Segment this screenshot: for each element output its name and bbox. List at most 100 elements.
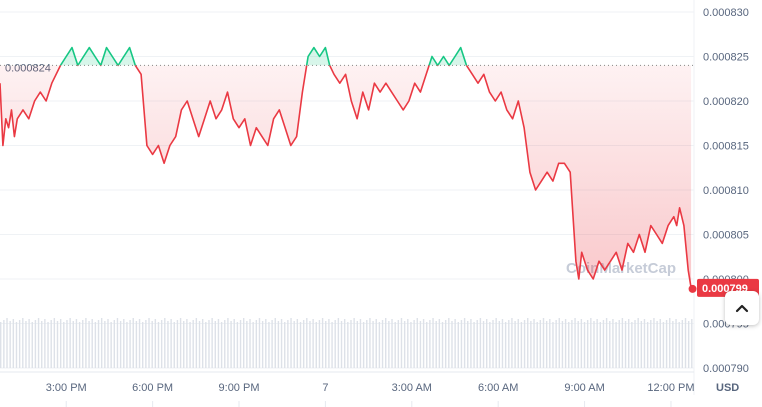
volume-bar (545, 321, 548, 368)
volume-bar (315, 322, 317, 368)
volume-bar (265, 319, 267, 368)
volume-bar (135, 321, 138, 368)
volume-bar (539, 320, 542, 368)
volume-bar (514, 321, 516, 368)
expand-chart-button[interactable] (725, 291, 759, 325)
volume-bar (350, 320, 352, 368)
x-tick-label: 6:00 PM (132, 382, 173, 394)
volume-bar (650, 320, 652, 368)
volume-bar (362, 322, 365, 368)
volume-bar (299, 322, 302, 368)
volume-bar (457, 322, 459, 368)
volume-bar (391, 319, 393, 368)
volume-bar (246, 321, 248, 368)
volume-bar (198, 321, 201, 368)
volume-bar (596, 319, 598, 368)
volume-bar (167, 321, 169, 368)
y-tick-label: 0.000825 (703, 52, 749, 64)
volume-bar (331, 322, 333, 368)
grid-lines (0, 0, 695, 395)
volume-bar (94, 322, 97, 368)
volume-bar (618, 320, 620, 368)
volume-bar (656, 321, 658, 368)
volume-bar (672, 321, 674, 368)
volume-bar (183, 321, 185, 368)
volume-bar (492, 320, 494, 368)
volume-bar (429, 320, 431, 368)
volume-bar (25, 321, 27, 368)
currency-unit-label: USD (716, 382, 739, 394)
volume-bar (643, 319, 646, 368)
volume-bar (252, 322, 254, 368)
volume-bar (107, 319, 109, 368)
volume-bar (211, 318, 213, 368)
volume-bar (97, 320, 100, 368)
volume-bar (148, 318, 150, 368)
volume-bar (498, 321, 501, 368)
volume-bar (129, 320, 131, 368)
volume-bar (624, 321, 627, 368)
volume-bar (403, 321, 406, 368)
volume-bar (296, 319, 299, 368)
volume-bar (220, 322, 223, 368)
volume-bar (407, 319, 409, 368)
volume-bar (561, 321, 564, 368)
volume-bar (151, 321, 153, 368)
volume-bar (302, 320, 305, 368)
y-tick-label: 0.000820 (703, 96, 749, 108)
volume-bar (605, 318, 608, 368)
volume-bar (615, 322, 617, 368)
volume-bar (110, 322, 112, 368)
volume-bar (681, 320, 684, 368)
volume-bars (0, 318, 693, 368)
volume-bar (22, 318, 24, 368)
volume-bar (176, 320, 179, 368)
volume-bar (88, 321, 90, 368)
volume-bar (574, 318, 576, 368)
volume-bar (684, 318, 687, 368)
volume-bar (312, 319, 314, 368)
x-tick-label: 6:00 AM (478, 382, 518, 394)
volume-bar (530, 321, 532, 368)
volume-bar (15, 322, 18, 368)
price-line-down (0, 65, 692, 289)
volume-bar (63, 322, 65, 368)
volume-bar (482, 321, 485, 368)
volume-bar (306, 318, 308, 368)
volume-bar (438, 319, 441, 368)
volume-bar (217, 319, 220, 368)
volume-bar (583, 322, 586, 368)
volume-bar (104, 321, 106, 368)
volume-bar (123, 319, 125, 368)
volume-bar (388, 321, 390, 368)
volume-bar (653, 318, 655, 368)
volume-bar (580, 319, 583, 368)
volume-bar (261, 321, 264, 368)
volume-bar (69, 318, 71, 368)
volume-bar (66, 320, 68, 368)
volume-bar (366, 320, 368, 368)
volume-bar (186, 319, 188, 368)
volume-bar (145, 320, 147, 368)
volume-bar (495, 318, 497, 368)
volume-bar (37, 318, 40, 368)
y-tick-label: 0.000810 (703, 185, 749, 197)
x-tick-label: 7 (322, 382, 328, 394)
volume-bar (6, 318, 8, 368)
volume-bar (381, 320, 384, 368)
volume-bar (236, 322, 239, 368)
area-below-reference (0, 65, 692, 288)
volume-bar (157, 322, 160, 368)
volume-bar (552, 322, 554, 368)
volume-bar (463, 318, 466, 368)
volume-bar (0, 322, 2, 368)
volume-bar (422, 319, 425, 368)
x-tick-label: 3:00 AM (392, 382, 432, 394)
volume-bar (189, 322, 191, 368)
volume-bar (432, 318, 434, 368)
volume-bar (609, 321, 611, 368)
volume-bar (347, 322, 349, 368)
volume-bar (410, 322, 412, 368)
volume-bar (558, 318, 560, 368)
